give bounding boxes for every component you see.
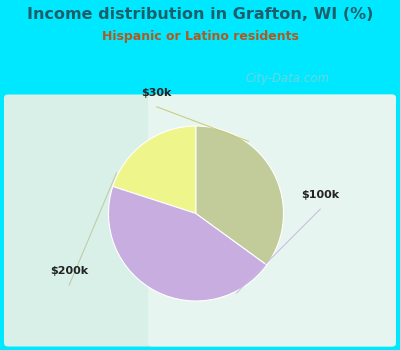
Wedge shape: [113, 126, 196, 214]
Wedge shape: [108, 187, 267, 301]
Text: Income distribution in Grafton, WI (%): Income distribution in Grafton, WI (%): [27, 7, 373, 22]
Text: $30k: $30k: [142, 88, 172, 98]
FancyBboxPatch shape: [4, 94, 396, 346]
Wedge shape: [196, 126, 284, 265]
Text: Hispanic or Latino residents: Hispanic or Latino residents: [102, 30, 298, 43]
Text: City-Data.com: City-Data.com: [246, 72, 330, 85]
FancyBboxPatch shape: [148, 94, 396, 346]
Text: $100k: $100k: [301, 190, 339, 200]
Text: $200k: $200k: [50, 266, 88, 277]
